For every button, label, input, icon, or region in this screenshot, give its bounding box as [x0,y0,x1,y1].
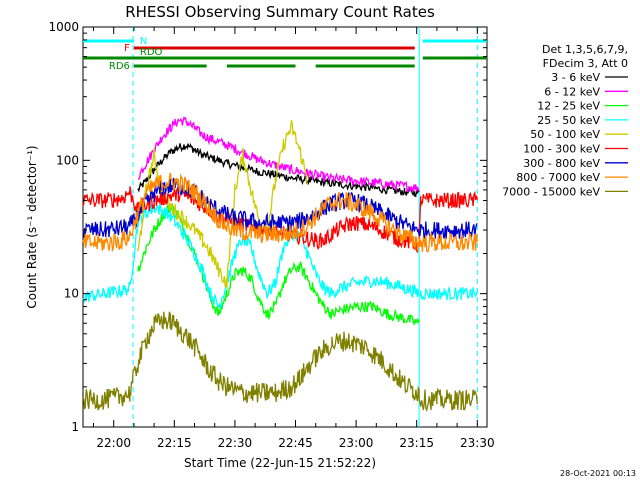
x-tick-label: 23:00 [339,436,374,450]
legend: Det 1,3,5,6,7,9, FDecim 3, Att 0 3 - 6 k… [502,43,628,198]
footer-timestamp: 28-Oct-2021 00:13 [560,469,636,478]
legend-label: 6 - 12 keV [544,85,600,98]
series-line-1 [137,115,420,193]
x-tick-label: 22:30 [218,436,253,450]
status-bar-label-n: N [140,36,147,47]
chart-title: RHESSI Observing Summary Count Rates [125,3,435,21]
legend-header-line-1: Det 1,3,5,6,7,9, [542,43,628,56]
y-tick-label: 100 [56,153,79,167]
x-tick-label: 22:15 [157,436,192,450]
legend-label: 100 - 300 keV [523,143,600,156]
plot-frame [82,26,488,428]
series-line-2 [137,203,420,327]
x-tick-label: 23:15 [399,436,434,450]
series-lines [82,115,478,413]
x-tick-label: 22:00 [96,436,131,450]
series-line-8 [82,311,478,413]
legend-label: 7000 - 15000 keV [502,185,600,198]
legend-label: 12 - 25 keV [537,100,600,113]
axis-ticks: 1 10 100 1000 22:00 22:15 22:30 22:45 23:00 23:15… [48,20,494,450]
y-axis-label: Count Rate (s⁻¹ detector⁻¹) [25,145,39,308]
status-bar-label-rd6: RD6 [109,61,130,72]
legend-label: 300 - 800 keV [523,157,600,170]
y-tick-label: 1 [71,420,79,434]
x-tick-label: 22:45 [278,436,313,450]
y-tick-label: 10 [64,287,79,301]
x-tick-label: 23:30 [460,436,495,450]
y-tick-label: 1000 [48,20,79,34]
legend-label: 3 - 6 keV [551,71,600,84]
legend-label: 800 - 7000 keV [516,171,600,184]
legend-header-line-2: FDecim 3, Att 0 [543,57,628,70]
x-axis-label: Start Time (22-Jun-15 21:52:22) [184,456,376,470]
legend-label: 50 - 100 keV [530,128,600,141]
status-bar-label-f: F [124,43,130,54]
status-bar-label-rdo: RDO [140,47,163,58]
series-line-0 [137,142,420,198]
status-bars: NF RDO RD6 [83,36,487,72]
series-line-7 [82,172,478,253]
plot-area: NF RDO RD6 1 10 100 1000 22:00 22:15 22:30 22:45 2… [48,20,494,450]
legend-label: 25 - 50 keV [537,114,600,127]
series-line-6 [82,177,478,241]
